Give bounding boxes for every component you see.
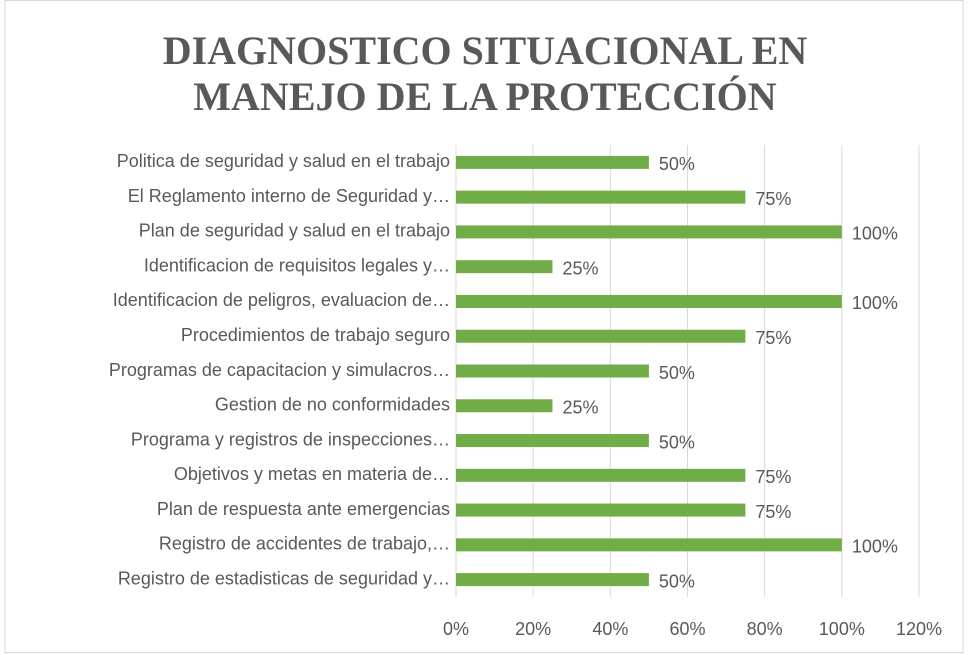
bar xyxy=(456,468,746,482)
y-tick-label: Plan de seguridad y salud en el trabajo xyxy=(139,221,450,241)
y-tick-label: Gestion de no conformidades xyxy=(215,395,450,415)
bar xyxy=(456,538,842,552)
y-tick-label: Plan de respuesta ante emergencias xyxy=(157,499,450,519)
x-tick-label: 120% xyxy=(896,619,942,639)
x-tick-label: 100% xyxy=(819,619,865,639)
value-label: 25% xyxy=(562,258,598,278)
bar xyxy=(456,190,746,204)
bar xyxy=(456,329,746,343)
bar xyxy=(456,155,649,169)
value-label: 100% xyxy=(852,224,898,244)
value-label: 50% xyxy=(659,363,695,383)
x-tick-label: 80% xyxy=(747,619,783,639)
bar xyxy=(456,294,842,308)
y-tick-label: El Reglamento interno de Seguridad y… xyxy=(128,186,450,206)
value-label: 100% xyxy=(852,537,898,557)
value-label: 25% xyxy=(562,398,598,418)
x-tick-label: 40% xyxy=(592,619,628,639)
value-label: 50% xyxy=(659,432,695,452)
y-tick-label: Registro de estadisticas de seguridad y… xyxy=(118,568,450,588)
bar xyxy=(456,573,649,587)
value-label: 50% xyxy=(659,154,695,174)
y-tick-label: Programa y registros de inspecciones… xyxy=(131,429,450,449)
chart-title: DIAGNOSTICO SITUACIONAL EN MANEJO DE LA … xyxy=(162,28,808,119)
bar xyxy=(456,364,649,378)
bar xyxy=(456,260,553,274)
value-label: 75% xyxy=(755,328,791,348)
bar xyxy=(456,399,553,413)
value-label: 50% xyxy=(659,571,695,591)
y-tick-label: Procedimientos de trabajo seguro xyxy=(181,325,450,345)
bar xyxy=(456,434,649,448)
x-tick-label: 20% xyxy=(515,619,551,639)
y-tick-label: Identificacion de requisitos legales y… xyxy=(144,255,450,275)
y-tick-label: Objetivos y metas en materia de… xyxy=(174,464,450,484)
value-label: 75% xyxy=(755,189,791,209)
bar xyxy=(456,225,842,239)
y-tick-label: Registro de accidentes de trabajo,… xyxy=(159,534,450,554)
x-tick-label: 0% xyxy=(443,619,469,639)
value-label: 100% xyxy=(852,293,898,313)
value-label: 75% xyxy=(755,467,791,487)
x-tick-label: 60% xyxy=(669,619,705,639)
value-label: 75% xyxy=(755,502,791,522)
bar xyxy=(456,503,746,517)
y-tick-label: Identificacion de peligros, evaluacion d… xyxy=(113,290,450,310)
y-tick-label: Programas de capacitacion y simulacros… xyxy=(109,360,450,380)
y-tick-label: Politica de seguridad y salud en el trab… xyxy=(117,151,450,171)
